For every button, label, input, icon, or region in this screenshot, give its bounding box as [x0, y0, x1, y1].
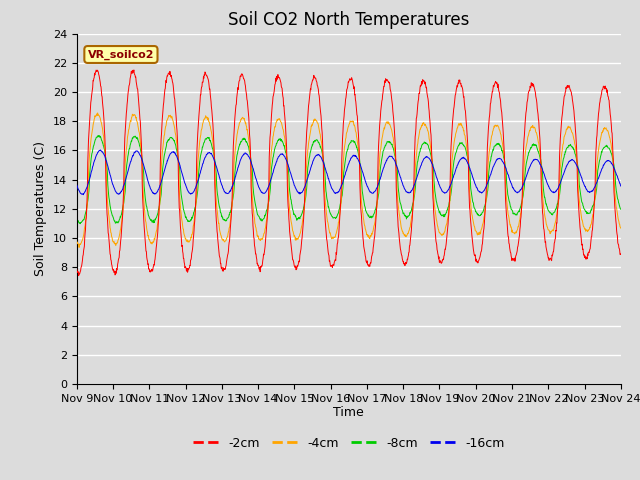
Text: VR_soilco2: VR_soilco2	[88, 49, 154, 60]
X-axis label: Time: Time	[333, 407, 364, 420]
Y-axis label: Soil Temperatures (C): Soil Temperatures (C)	[35, 141, 47, 276]
Legend: -2cm, -4cm, -8cm, -16cm: -2cm, -4cm, -8cm, -16cm	[188, 432, 509, 455]
Title: Soil CO2 North Temperatures: Soil CO2 North Temperatures	[228, 11, 470, 29]
